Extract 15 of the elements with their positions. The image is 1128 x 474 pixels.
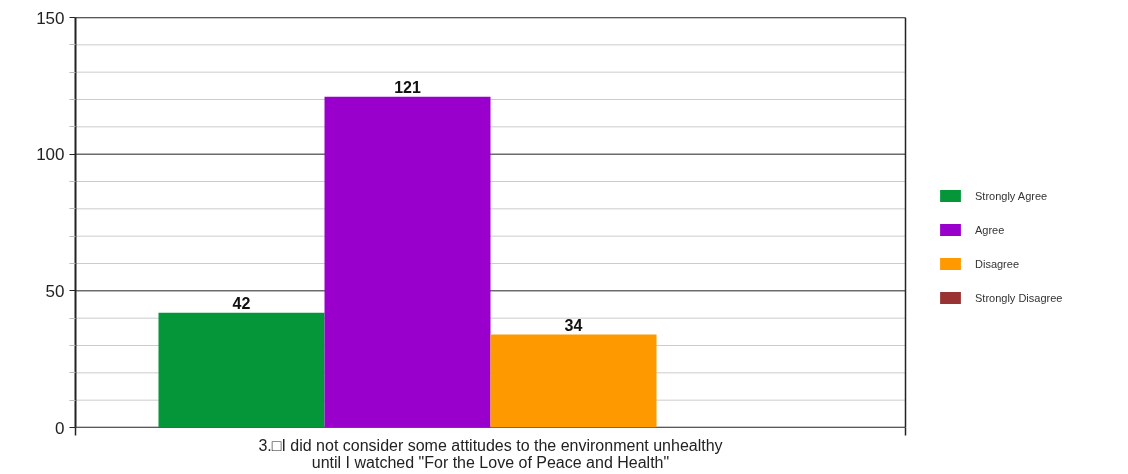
bar [158,312,325,428]
legend-label: Strongly Disagree [975,291,1063,304]
legend-label: Disagree [975,257,1020,270]
bar [490,334,657,428]
y-tick-label: 150 [36,8,65,28]
y-tick-label: 50 [45,281,65,301]
y-tick-label: 100 [36,145,65,165]
x-tick-label: 3.□I did not consider some attitudes to the environment unhealthy until I watched "For the Love of Peace and Health" [258,436,723,471]
data-label: 121 [394,78,421,96]
legend-label: Strongly Agree [975,189,1048,202]
data-label: 34 [564,316,583,334]
data-label: 42 [232,294,251,312]
y-tick-label: 0 [55,418,65,438]
bar [324,96,491,428]
legend-label: Agree [975,223,1005,236]
